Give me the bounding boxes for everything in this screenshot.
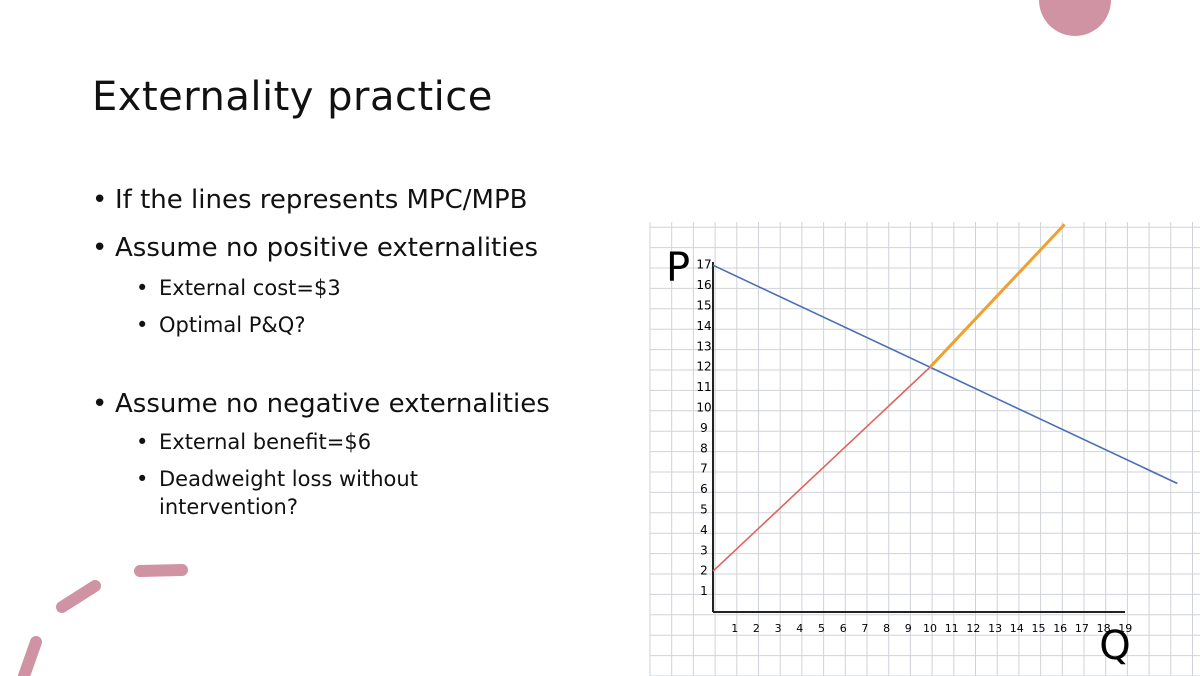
x-tick-label: 14 <box>1010 622 1024 635</box>
y-tick-label: 10 <box>696 401 711 415</box>
bullet-dot: • <box>92 233 108 263</box>
bullet-dot: • <box>92 389 108 419</box>
x-tick-label: 5 <box>818 622 825 635</box>
sub-bullet-text: External benefit=$6 <box>159 430 372 454</box>
bullet-dot: • <box>136 313 149 337</box>
series-line <box>712 264 1178 485</box>
paper-background <box>650 222 1200 676</box>
sub-bullet: • External cost=$3 <box>136 274 466 302</box>
bullet-dot: • <box>136 276 149 300</box>
y-tick-label: 17 <box>696 258 711 272</box>
y-tick-label: 13 <box>696 339 711 353</box>
x-tick-label: 8 <box>883 622 890 635</box>
x-axis-label: Q <box>1099 623 1130 669</box>
deco-dash <box>18 636 42 676</box>
slide-title: Externality practice <box>92 74 493 120</box>
series-line <box>928 223 1066 369</box>
sub-bullet: • Optimal P&Q? <box>136 311 466 339</box>
bullet-text: Assume no negative externalities <box>115 389 550 419</box>
x-tick-label: 15 <box>1032 622 1046 635</box>
x-tick-label: 18 <box>1097 622 1111 635</box>
decoration <box>18 0 1111 676</box>
x-tick-label: 4 <box>796 622 803 635</box>
y-tick-label: 16 <box>696 278 711 292</box>
deco-dash <box>134 564 188 577</box>
y-axis-label: P <box>666 245 690 291</box>
y-tick-label: 6 <box>700 482 708 496</box>
bullet: • If the lines represents MPC/MPB <box>92 185 527 215</box>
y-tick-label: 15 <box>696 299 711 313</box>
y-tick-label: 8 <box>700 441 708 455</box>
x-tick-label: 2 <box>753 622 760 635</box>
x-tick-label: 11 <box>945 622 959 635</box>
x-tick-label: 13 <box>988 622 1002 635</box>
sub-bullet: • External benefit=$6 <box>136 428 466 456</box>
bullet-dot: • <box>136 430 149 454</box>
y-tick-label: 4 <box>700 523 708 537</box>
deco-circle <box>1039 0 1111 36</box>
y-tick-label: 2 <box>700 564 708 578</box>
x-tick-label: 17 <box>1075 622 1089 635</box>
sub-bullet-text: Deadweight loss without intervention? <box>159 467 418 519</box>
x-tick-label: 10 <box>923 622 937 635</box>
y-tick-label: 14 <box>696 319 711 333</box>
deco-dash <box>56 580 101 613</box>
y-tick-label: 5 <box>700 503 708 517</box>
series-line <box>712 366 931 572</box>
x-tick-label: 6 <box>840 622 847 635</box>
y-tick-label: 9 <box>700 421 708 435</box>
y-tick-label: 1 <box>700 584 708 598</box>
bullet-text: Assume no positive externalities <box>115 233 539 263</box>
bullet-text: If the lines represents MPC/MPB <box>115 185 528 215</box>
bullet: • Assume no positive externalities <box>92 233 538 263</box>
x-tick-label: 3 <box>775 622 782 635</box>
sub-bullet-text: Optimal P&Q? <box>159 313 306 337</box>
graph-paper <box>649 222 1200 676</box>
x-tick-label: 16 <box>1053 622 1067 635</box>
y-tick-label: 12 <box>696 360 711 374</box>
sub-bullet: • Deadweight loss without intervention? <box>136 465 466 521</box>
x-tick-label: 1 <box>731 622 738 635</box>
x-tick-label: 19 <box>1118 622 1132 635</box>
sub-bullet-text: External cost=$3 <box>159 276 341 300</box>
x-tick-label: 12 <box>966 622 980 635</box>
bullet-dot: • <box>136 467 149 491</box>
bullet: • Assume no negative externalities <box>92 389 550 419</box>
bullet-dot: • <box>92 185 108 215</box>
y-tick-label: 7 <box>700 462 708 476</box>
x-tick-label: 7 <box>861 622 868 635</box>
y-tick-label: 11 <box>696 380 711 394</box>
y-tick-label: 3 <box>700 543 708 557</box>
x-tick-label: 9 <box>905 622 912 635</box>
